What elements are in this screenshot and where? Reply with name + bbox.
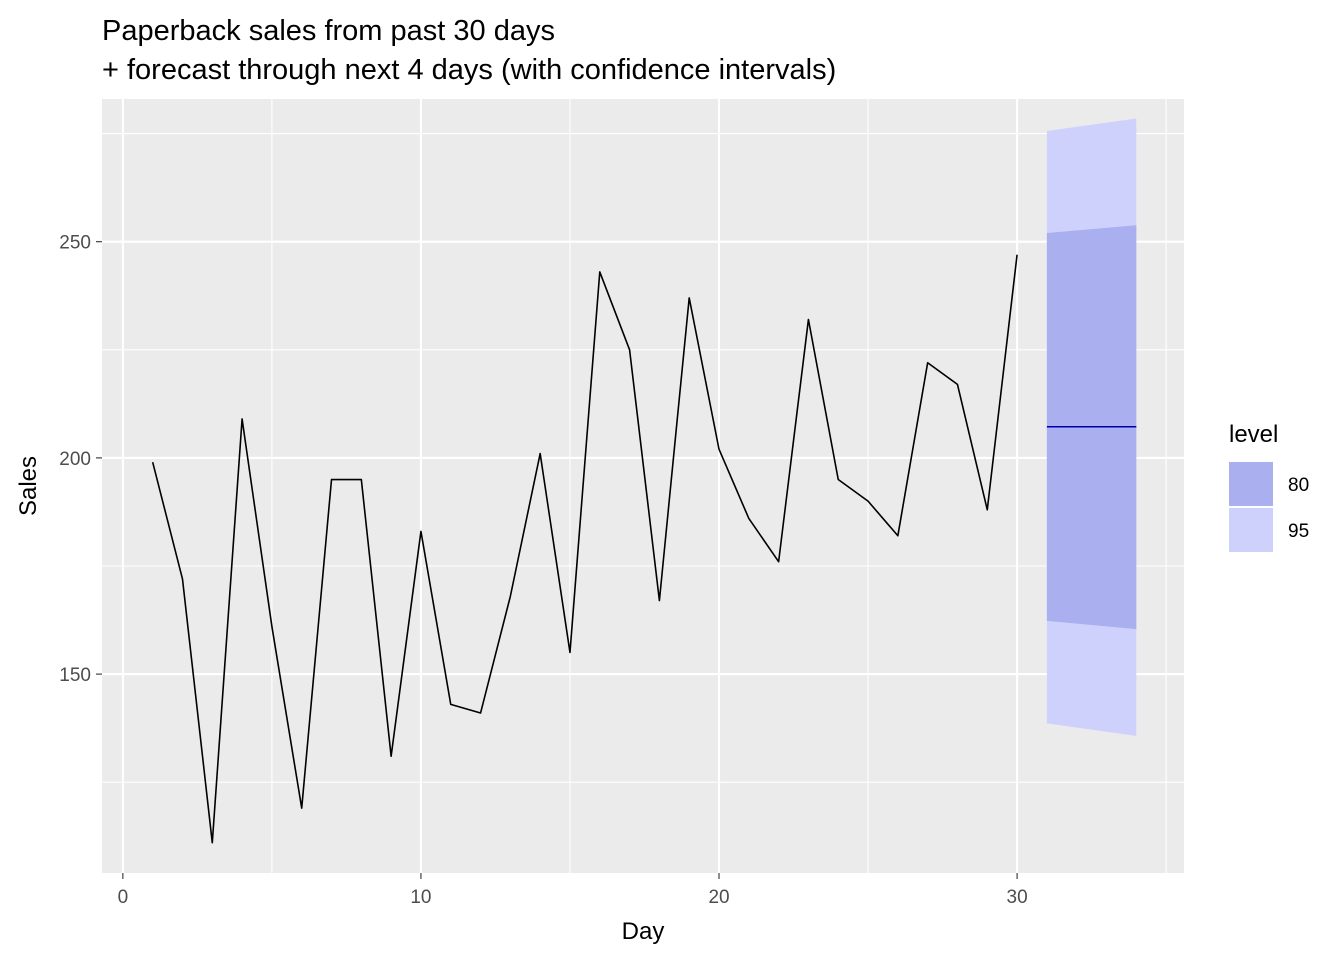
legend-label-95: 95	[1288, 521, 1309, 542]
x-tick-label: 30	[1007, 887, 1028, 908]
legend-key-80	[1229, 462, 1273, 506]
x-axis-title: Day	[622, 918, 665, 945]
x-tick-label: 10	[410, 887, 431, 908]
x-tick-label: 20	[708, 887, 729, 908]
y-tick-label: 150	[59, 665, 91, 686]
y-tick-label: 200	[59, 449, 91, 470]
legend-label-80: 80	[1288, 475, 1309, 496]
minor-gridlines	[102, 99, 1184, 873]
chart-title-line-2: + forecast through next 4 days (with con…	[102, 54, 836, 86]
series-lines	[151, 254, 1137, 844]
y-tick-label: 250	[59, 233, 91, 254]
legend-title: level	[1229, 421, 1278, 448]
plot-panel	[102, 99, 1184, 873]
x-tick-label: 0	[118, 887, 129, 908]
legend-key-95	[1229, 508, 1273, 552]
y-axis-title: Sales	[15, 456, 42, 516]
axis-ticks: 0 10 20 30 150 200 250	[59, 233, 1027, 908]
historical-sales-line	[151, 254, 1018, 844]
chart-title-line-1: Paperback sales from past 30 days	[102, 15, 555, 47]
